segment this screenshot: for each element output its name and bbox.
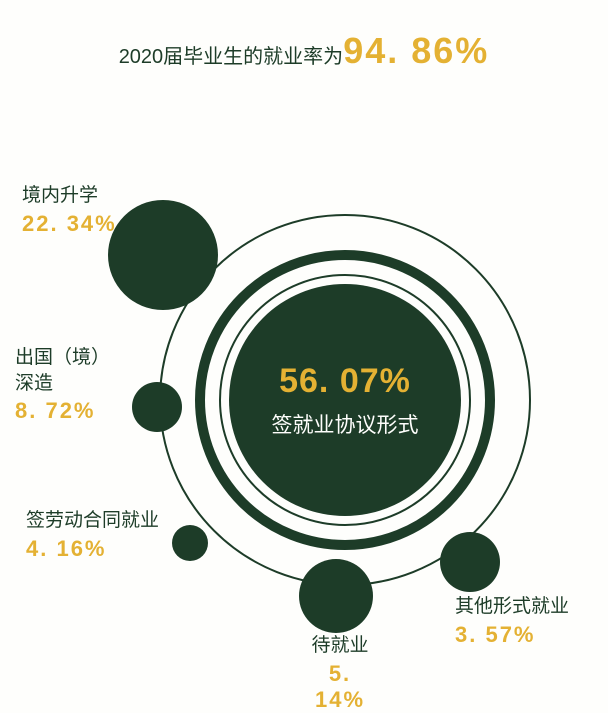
bubble-other [440,532,500,592]
chart-area: 56. 07% 签就业协议形式 境内升学22. 34% 出国（境）深造8. 72% 签劳… [0,0,608,705]
label-text: 出国（境） [15,345,135,371]
label-other: 其他形式就业3. 57% [455,594,585,648]
label-pct: 8. 72% [15,398,135,424]
label-pct: 3. 57% [455,622,585,648]
label-labor-contract: 签劳动合同就业4. 16% [26,508,176,562]
bubble-unemployed [299,559,373,633]
label-unemployed: 待就业5. 14% [300,633,380,713]
bubble-domestic-study [108,200,218,310]
label-domestic-study: 境内升学22. 34% [22,183,117,237]
label-text: 其他形式就业 [455,594,585,620]
bubble-overseas [132,382,182,432]
main-label: 签就业协议形式 [272,409,419,439]
label-overseas: 出国（境）深造8. 72% [15,345,135,424]
label-pct: 4. 16% [26,536,176,562]
label-text: 境内升学 [22,183,117,209]
main-pct: 56. 07% [279,362,411,401]
label-text: 深造 [15,371,135,397]
label-text: 签劳动合同就业 [26,508,176,534]
main-bubble: 56. 07% 签就业协议形式 [229,284,461,516]
bubble-labor-contract [172,525,208,561]
label-pct: 22. 34% [22,211,117,237]
label-text: 待就业 [300,633,380,659]
